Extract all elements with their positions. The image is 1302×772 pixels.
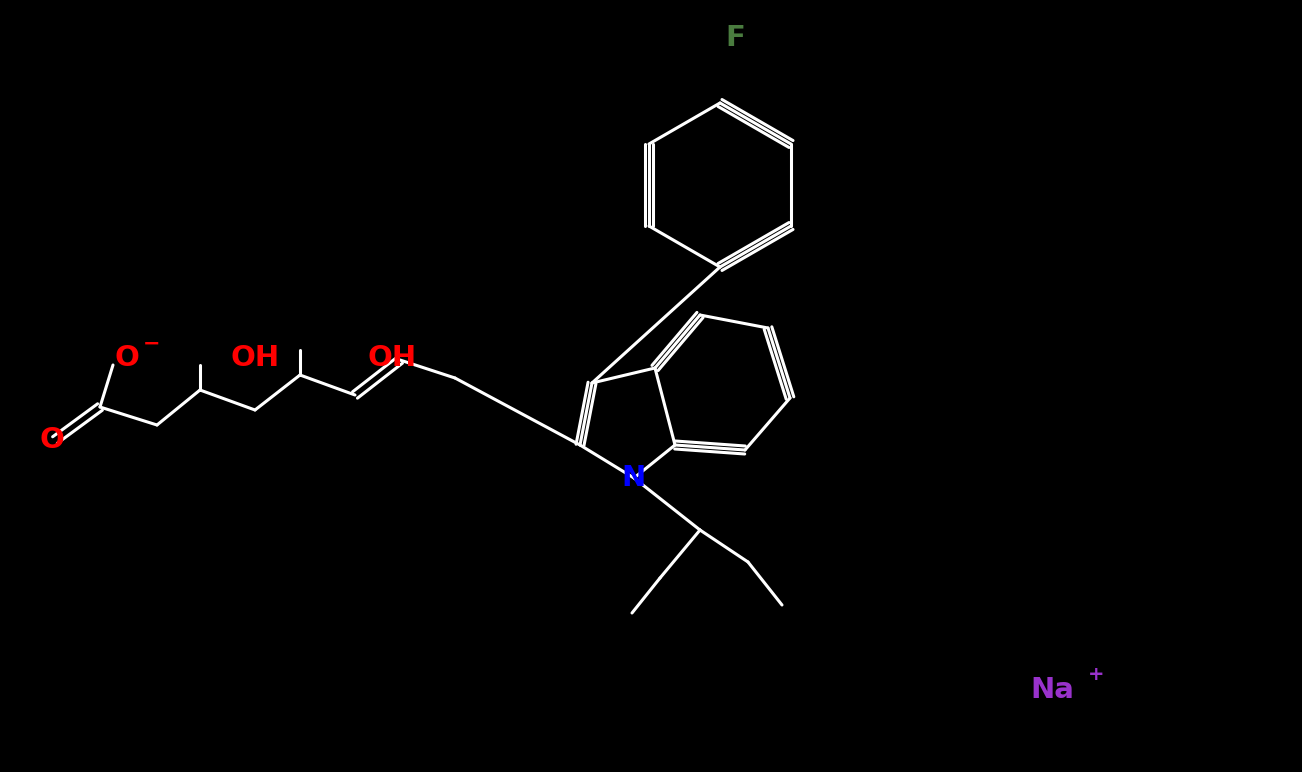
Text: OH: OH	[230, 344, 280, 372]
Text: F: F	[725, 24, 745, 52]
Text: OH: OH	[367, 344, 417, 372]
Text: Na: Na	[1030, 676, 1074, 704]
Text: N: N	[622, 464, 646, 492]
Text: O: O	[39, 426, 64, 454]
Text: −: −	[143, 334, 160, 354]
Text: +: +	[1088, 665, 1104, 685]
Text: O: O	[115, 344, 139, 372]
